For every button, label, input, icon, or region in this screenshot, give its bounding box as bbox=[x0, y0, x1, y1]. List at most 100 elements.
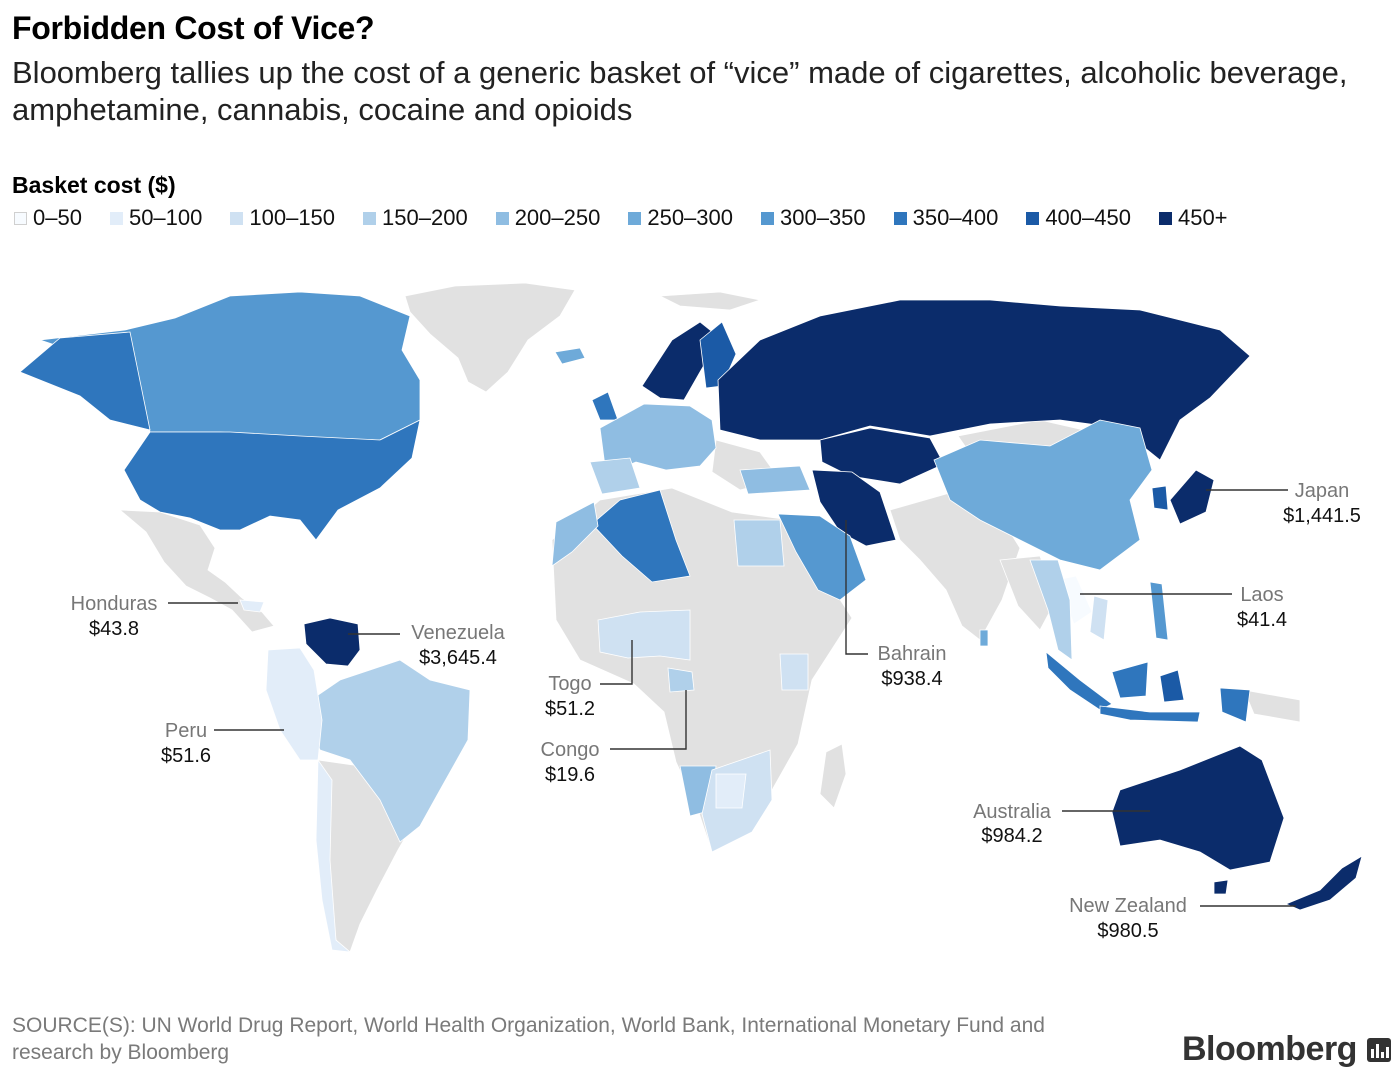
callout-value-japan: $1,441.5 bbox=[1283, 505, 1361, 527]
country-botswana bbox=[715, 773, 747, 809]
country-togo-west-africa bbox=[597, 609, 691, 661]
legend-item-0-50: 0–50 bbox=[14, 205, 82, 231]
legend-swatch bbox=[761, 211, 774, 225]
country-china bbox=[933, 419, 1153, 571]
country-new-zealand bbox=[1284, 855, 1363, 911]
svalbard-arctic bbox=[658, 291, 762, 311]
legend-swatch bbox=[230, 211, 244, 225]
country-chile-argentina-west bbox=[315, 758, 352, 953]
legend-swatch bbox=[495, 211, 509, 225]
bloomberg-logo: Bloomberg bbox=[1182, 1030, 1391, 1069]
callout-value-honduras: $43.8 bbox=[89, 618, 139, 640]
callout-name-laos: Laos bbox=[1240, 584, 1283, 606]
greenland bbox=[404, 282, 576, 393]
legend-item-350-400: 350–400 bbox=[893, 205, 998, 231]
country-kazakhstan-central-asia bbox=[819, 427, 945, 485]
legend-swatch bbox=[628, 211, 642, 225]
leader-bahrain bbox=[845, 520, 868, 655]
leader-congo bbox=[610, 690, 687, 750]
country-indonesia-sulawesi bbox=[1159, 669, 1185, 703]
country-indonesia-borneo bbox=[1111, 661, 1149, 699]
country-indonesia-sumatra bbox=[1045, 651, 1113, 711]
callout-value-australia: $984.2 bbox=[981, 825, 1042, 847]
legend-label: 400–450 bbox=[1045, 205, 1131, 230]
country-iberia bbox=[589, 457, 641, 495]
legend-title: Basket cost ($) bbox=[12, 172, 176, 198]
callout-value-laos: $41.4 bbox=[1237, 609, 1287, 631]
callout-value-new-zealand: $980.5 bbox=[1097, 920, 1158, 942]
bloomberg-bars-icon bbox=[1366, 1037, 1391, 1062]
legend-label: 100–150 bbox=[249, 205, 336, 230]
callout-leaders bbox=[168, 489, 1296, 907]
country-brazil bbox=[301, 659, 471, 843]
legend-label: 50–100 bbox=[128, 205, 203, 230]
color-legend: 0–50 50–100 100–150 150–200 200–250 250–… bbox=[14, 205, 1228, 231]
callout-value-congo: $19.6 bbox=[545, 764, 595, 786]
legend-swatch bbox=[1158, 211, 1172, 225]
country-iceland bbox=[554, 347, 586, 365]
legend-swatch bbox=[1026, 211, 1040, 225]
callout-value-peru: $51.6 bbox=[161, 745, 211, 767]
country-venezuela bbox=[303, 617, 361, 667]
chart-subtitle: Bloomberg tallies up the cost of a gener… bbox=[12, 55, 1348, 127]
country-tasmania bbox=[1213, 879, 1229, 895]
callout-name-bahrain: Bahrain bbox=[878, 643, 947, 665]
legend-item-400-450: 400–450 bbox=[1026, 205, 1131, 231]
country-egypt bbox=[733, 519, 785, 567]
legend-swatch bbox=[363, 211, 377, 225]
legend-label: 0–50 bbox=[33, 205, 82, 230]
callout-name-togo: Togo bbox=[548, 673, 591, 695]
country-congo bbox=[667, 667, 695, 693]
callout-name-new-zealand: New Zealand bbox=[1069, 895, 1187, 917]
legend-swatch bbox=[109, 211, 123, 225]
callout-name-japan: Japan bbox=[1295, 480, 1350, 502]
legend-label: 300–350 bbox=[780, 205, 866, 230]
country-papua-indonesia bbox=[1219, 687, 1251, 723]
country-japan bbox=[1169, 469, 1215, 525]
legend-item-250-300: 250–300 bbox=[628, 205, 733, 231]
country-alaska bbox=[19, 331, 151, 431]
legend-label: 250–300 bbox=[647, 205, 733, 230]
country-usa bbox=[123, 419, 421, 541]
country-kenya-east bbox=[779, 653, 809, 691]
legend-item-100-150: 100–150 bbox=[230, 205, 335, 231]
callout-name-venezuela: Venezuela bbox=[411, 622, 505, 644]
country-saudi-arabia bbox=[777, 513, 867, 601]
legend-item-300-350: 300–350 bbox=[761, 205, 866, 231]
country-thailand-myanmar bbox=[1029, 559, 1073, 661]
callout-value-venezuela: $3,645.4 bbox=[419, 647, 497, 669]
country-korea bbox=[1151, 485, 1169, 511]
brand-name: Bloomberg bbox=[1182, 1030, 1357, 1068]
world-choropleth-map: Japan $1,441.5 Laos $41.4 Bahrain $938.4… bbox=[19, 282, 1363, 953]
country-sri-lanka bbox=[979, 629, 989, 647]
legend-item-50-100: 50–100 bbox=[109, 205, 203, 231]
country-turkey bbox=[739, 465, 811, 495]
chart-title: Forbidden Cost of Vice? bbox=[12, 10, 375, 46]
country-australia bbox=[1111, 745, 1285, 871]
country-philippines bbox=[1149, 581, 1169, 641]
callout-name-australia: Australia bbox=[973, 801, 1052, 823]
mexico-central-america bbox=[118, 509, 275, 633]
callout-value-togo: $51.2 bbox=[545, 698, 595, 720]
country-uk bbox=[591, 391, 619, 421]
callout-value-bahrain: $938.4 bbox=[881, 668, 942, 690]
callout-name-peru: Peru bbox=[165, 720, 207, 742]
legend-item-150-200: 150–200 bbox=[363, 205, 468, 231]
country-vietnam bbox=[1089, 595, 1109, 641]
country-algeria bbox=[591, 489, 691, 583]
legend-label: 200–250 bbox=[514, 205, 601, 230]
madagascar bbox=[819, 743, 847, 809]
leader-togo bbox=[600, 640, 633, 685]
country-indonesia-java bbox=[1099, 705, 1201, 723]
legend-swatch bbox=[893, 211, 907, 225]
country-cuba-caribbean bbox=[239, 599, 265, 613]
legend-swatch bbox=[14, 211, 27, 225]
callout-name-honduras: Honduras bbox=[71, 593, 158, 615]
new-guinea bbox=[1243, 689, 1301, 723]
legend-item-450-plus: 450+ bbox=[1158, 205, 1228, 231]
country-peru bbox=[265, 647, 323, 761]
legend-label: 150–200 bbox=[382, 205, 468, 230]
callout-labels: Japan $1,441.5 Laos $41.4 Bahrain $938.4… bbox=[71, 480, 1361, 942]
callout-name-congo: Congo bbox=[541, 739, 600, 761]
source-note: SOURCE(S): UN World Drug Report, World H… bbox=[12, 1014, 1045, 1064]
